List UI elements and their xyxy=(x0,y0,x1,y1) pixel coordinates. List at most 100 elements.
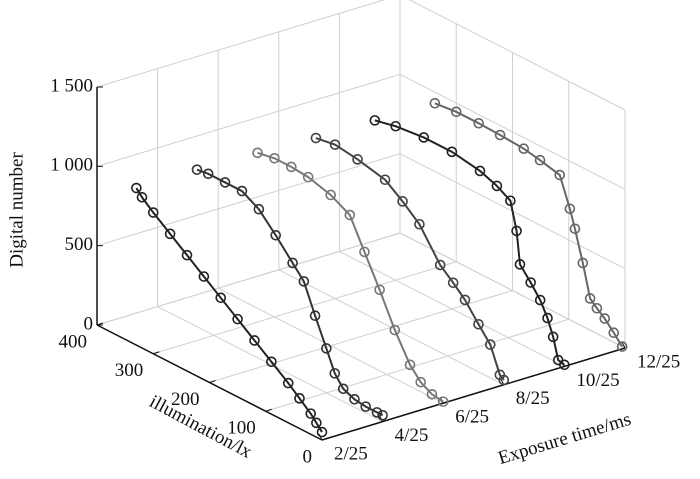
data-point xyxy=(414,218,425,230)
data-point xyxy=(591,302,603,314)
grid-line xyxy=(96,0,386,88)
data-point xyxy=(310,132,322,144)
data-point xyxy=(389,324,401,336)
data-point xyxy=(446,146,458,158)
data-point xyxy=(397,196,408,207)
grid-line xyxy=(96,232,401,326)
data-point xyxy=(494,129,506,141)
data-point xyxy=(447,277,459,289)
grid-line xyxy=(153,261,457,355)
grid-line xyxy=(209,290,513,383)
data-point xyxy=(474,165,486,177)
y-tick-label: 6/25 xyxy=(455,407,489,428)
data-point xyxy=(181,249,193,261)
data-point xyxy=(415,376,427,388)
data-point xyxy=(321,343,332,354)
data-point xyxy=(542,312,553,324)
z-tick-label: 500 xyxy=(65,234,94,255)
grid-line xyxy=(399,232,626,349)
grid-line xyxy=(399,73,626,190)
data-point xyxy=(249,335,260,346)
grid-line xyxy=(265,318,569,412)
data-point xyxy=(232,313,243,325)
data-point xyxy=(219,177,231,188)
grid-line xyxy=(96,73,401,167)
data-point xyxy=(426,388,438,400)
data-point xyxy=(287,257,298,269)
data-point xyxy=(377,409,388,421)
data-point xyxy=(325,189,337,201)
data-point xyxy=(437,396,449,407)
data-point xyxy=(559,359,570,371)
x-tick-label: 100 xyxy=(227,418,256,439)
data-point xyxy=(379,174,391,186)
data-point xyxy=(390,120,401,132)
data-point xyxy=(236,185,248,197)
data-point xyxy=(491,180,503,192)
grid-line xyxy=(408,0,626,111)
data-point xyxy=(608,327,620,339)
data-point xyxy=(473,118,485,129)
data-point xyxy=(584,293,596,304)
grid-line xyxy=(96,153,401,247)
tick-mark xyxy=(153,351,160,355)
data-point xyxy=(270,229,282,241)
data-point xyxy=(554,169,566,181)
data-point xyxy=(305,408,317,419)
data-point xyxy=(309,310,321,322)
data-point xyxy=(202,168,214,180)
z-tick-label: 1 000 xyxy=(50,155,93,176)
data-point xyxy=(564,203,576,215)
data-point xyxy=(266,356,277,368)
x-tick-label: 400 xyxy=(59,331,88,352)
series-line xyxy=(374,119,566,366)
data-point xyxy=(253,203,265,215)
data-point xyxy=(525,277,536,288)
data-point xyxy=(518,143,530,154)
data-point xyxy=(337,383,349,395)
data-point xyxy=(286,161,297,173)
data-point xyxy=(136,191,148,203)
data-point xyxy=(344,209,356,221)
x-tick-label: 0 xyxy=(303,446,313,467)
data-point xyxy=(514,259,526,270)
data-point xyxy=(616,341,628,352)
data-point xyxy=(484,339,496,350)
data-point xyxy=(198,271,210,282)
data-point xyxy=(298,276,310,287)
series-line xyxy=(196,168,384,417)
y-tick-label: 8/25 xyxy=(516,388,550,409)
data-point xyxy=(450,106,462,118)
data-point xyxy=(349,393,360,405)
data-point xyxy=(252,147,263,159)
y-tick-label: 2/25 xyxy=(334,443,368,464)
data-point xyxy=(329,139,341,150)
data-point xyxy=(164,228,176,240)
data-point xyxy=(511,225,522,237)
data-point xyxy=(534,294,546,306)
tick-mark xyxy=(265,408,272,412)
x-tick-label: 300 xyxy=(115,360,144,381)
data-point xyxy=(360,401,372,412)
data-point xyxy=(459,294,471,306)
data-point xyxy=(359,246,370,258)
data-point xyxy=(473,318,484,330)
data-point xyxy=(374,284,385,296)
data-point xyxy=(547,331,559,343)
data-point xyxy=(215,292,227,304)
x-tick-label: 200 xyxy=(171,389,200,410)
data-point xyxy=(599,313,611,324)
series-line xyxy=(135,187,323,433)
data-point xyxy=(429,97,441,109)
tick-mark xyxy=(209,380,216,383)
z-tick-label: 0 xyxy=(84,313,94,334)
data-point xyxy=(316,426,328,438)
data-point xyxy=(434,259,446,271)
data-point xyxy=(404,359,416,371)
y-tick-label: 12/25 xyxy=(637,351,680,372)
data-point xyxy=(302,171,314,183)
data-point xyxy=(371,407,383,418)
series-line xyxy=(257,151,444,403)
tick-mark xyxy=(621,341,626,349)
